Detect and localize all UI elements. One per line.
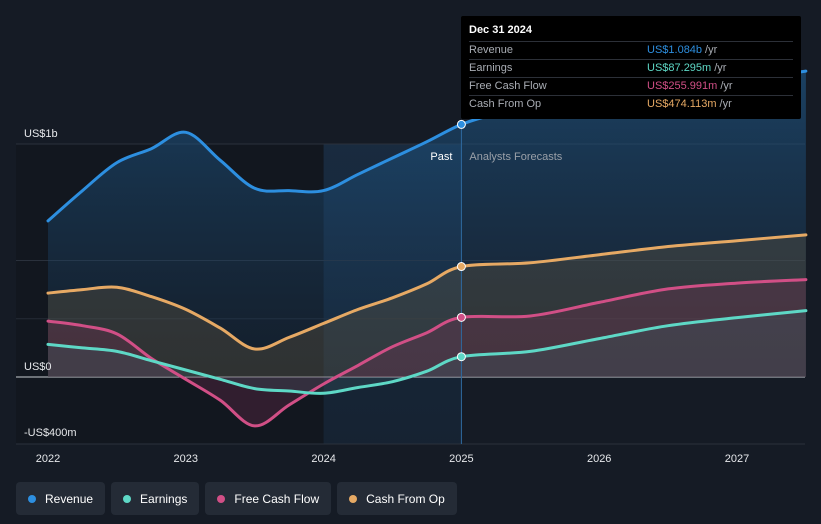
tooltip-row-earnings: Earnings US$87.295m /yr — [469, 59, 793, 77]
legend-dot-icon — [123, 494, 132, 503]
tooltip-row-value: US$474.113m — [647, 98, 717, 110]
x-axis-ticks: 2022 2023 2024 2025 2026 2027 — [36, 453, 749, 465]
marker-cash-from-op — [456, 262, 466, 272]
legend-item-earnings[interactable]: Earnings — [111, 482, 200, 515]
tooltip-row-value: US$87.295m — [647, 62, 712, 74]
y-axis-label-zero: US$0 — [24, 361, 52, 373]
highlight-markers — [456, 119, 466, 362]
tooltip-date: Dec 31 2024 — [469, 24, 532, 36]
x-tick-label: 2025 — [449, 453, 473, 465]
x-tick-label: 2027 — [725, 453, 749, 465]
chart-legend: Revenue Earnings Free Cash Flow Cash Fro… — [16, 482, 457, 515]
x-tick-label: 2026 — [587, 453, 611, 465]
area-free-cash-flow — [48, 279, 806, 426]
area-earnings — [48, 310, 806, 394]
legend-label: Earnings — [140, 491, 188, 506]
marker-earnings — [456, 352, 466, 362]
area-revenue — [48, 71, 806, 377]
line-earnings — [46, 309, 808, 395]
legend-label: Revenue — [45, 491, 94, 506]
tooltip-row-name: Revenue — [469, 44, 514, 56]
data-tooltip: Dec 31 2024 Revenue US$1.084b /yr Earnin… — [461, 16, 801, 119]
tooltip-row-value: US$1.084b — [647, 44, 703, 56]
x-tick-label: 2023 — [174, 453, 198, 465]
legend-item-cash-from-op[interactable]: Cash From Op — [337, 482, 457, 515]
tooltip-row-cash-from-op: Cash From Op US$474.113m /yr — [469, 95, 793, 113]
tooltip-row-unit: /yr — [705, 44, 718, 56]
tooltip-row-unit: /yr — [719, 98, 732, 110]
tooltip-row-name: Cash From Op — [469, 98, 542, 110]
tooltip-row-revenue: Revenue US$1.084b /yr — [469, 41, 793, 59]
line-free-cash-flow — [46, 278, 808, 428]
y-axis-label-top: US$1b — [24, 128, 58, 140]
past-label: Past — [430, 151, 452, 163]
legend-dot-icon — [217, 494, 226, 503]
marker-free-cash-flow — [456, 312, 466, 322]
x-tick-label: 2024 — [311, 453, 335, 465]
line-cash-from-op — [46, 233, 808, 351]
legend-label: Free Cash Flow — [234, 491, 320, 506]
legend-item-free-cash-flow[interactable]: Free Cash Flow — [205, 482, 332, 515]
y-axis-label-bottom: -US$400m — [24, 427, 77, 439]
tooltip-row-unit: /yr — [720, 80, 733, 92]
legend-dot-icon — [28, 494, 36, 503]
legend-item-revenue[interactable]: Revenue — [16, 482, 106, 515]
tooltip-row-name: Earnings — [469, 62, 513, 74]
x-tick-label: 2022 — [36, 453, 60, 465]
forecast-label: Analysts Forecasts — [469, 151, 562, 163]
tooltip-row-name: Free Cash Flow — [469, 80, 547, 92]
legend-dot-icon — [349, 494, 358, 503]
marker-revenue — [456, 119, 466, 129]
tooltip-row-unit: /yr — [714, 62, 727, 74]
legend-label: Cash From Op — [366, 491, 445, 506]
tooltip-row-free-cash-flow: Free Cash Flow US$255.991m /yr — [469, 77, 793, 95]
tooltip-row-value: US$255.991m — [647, 80, 718, 92]
